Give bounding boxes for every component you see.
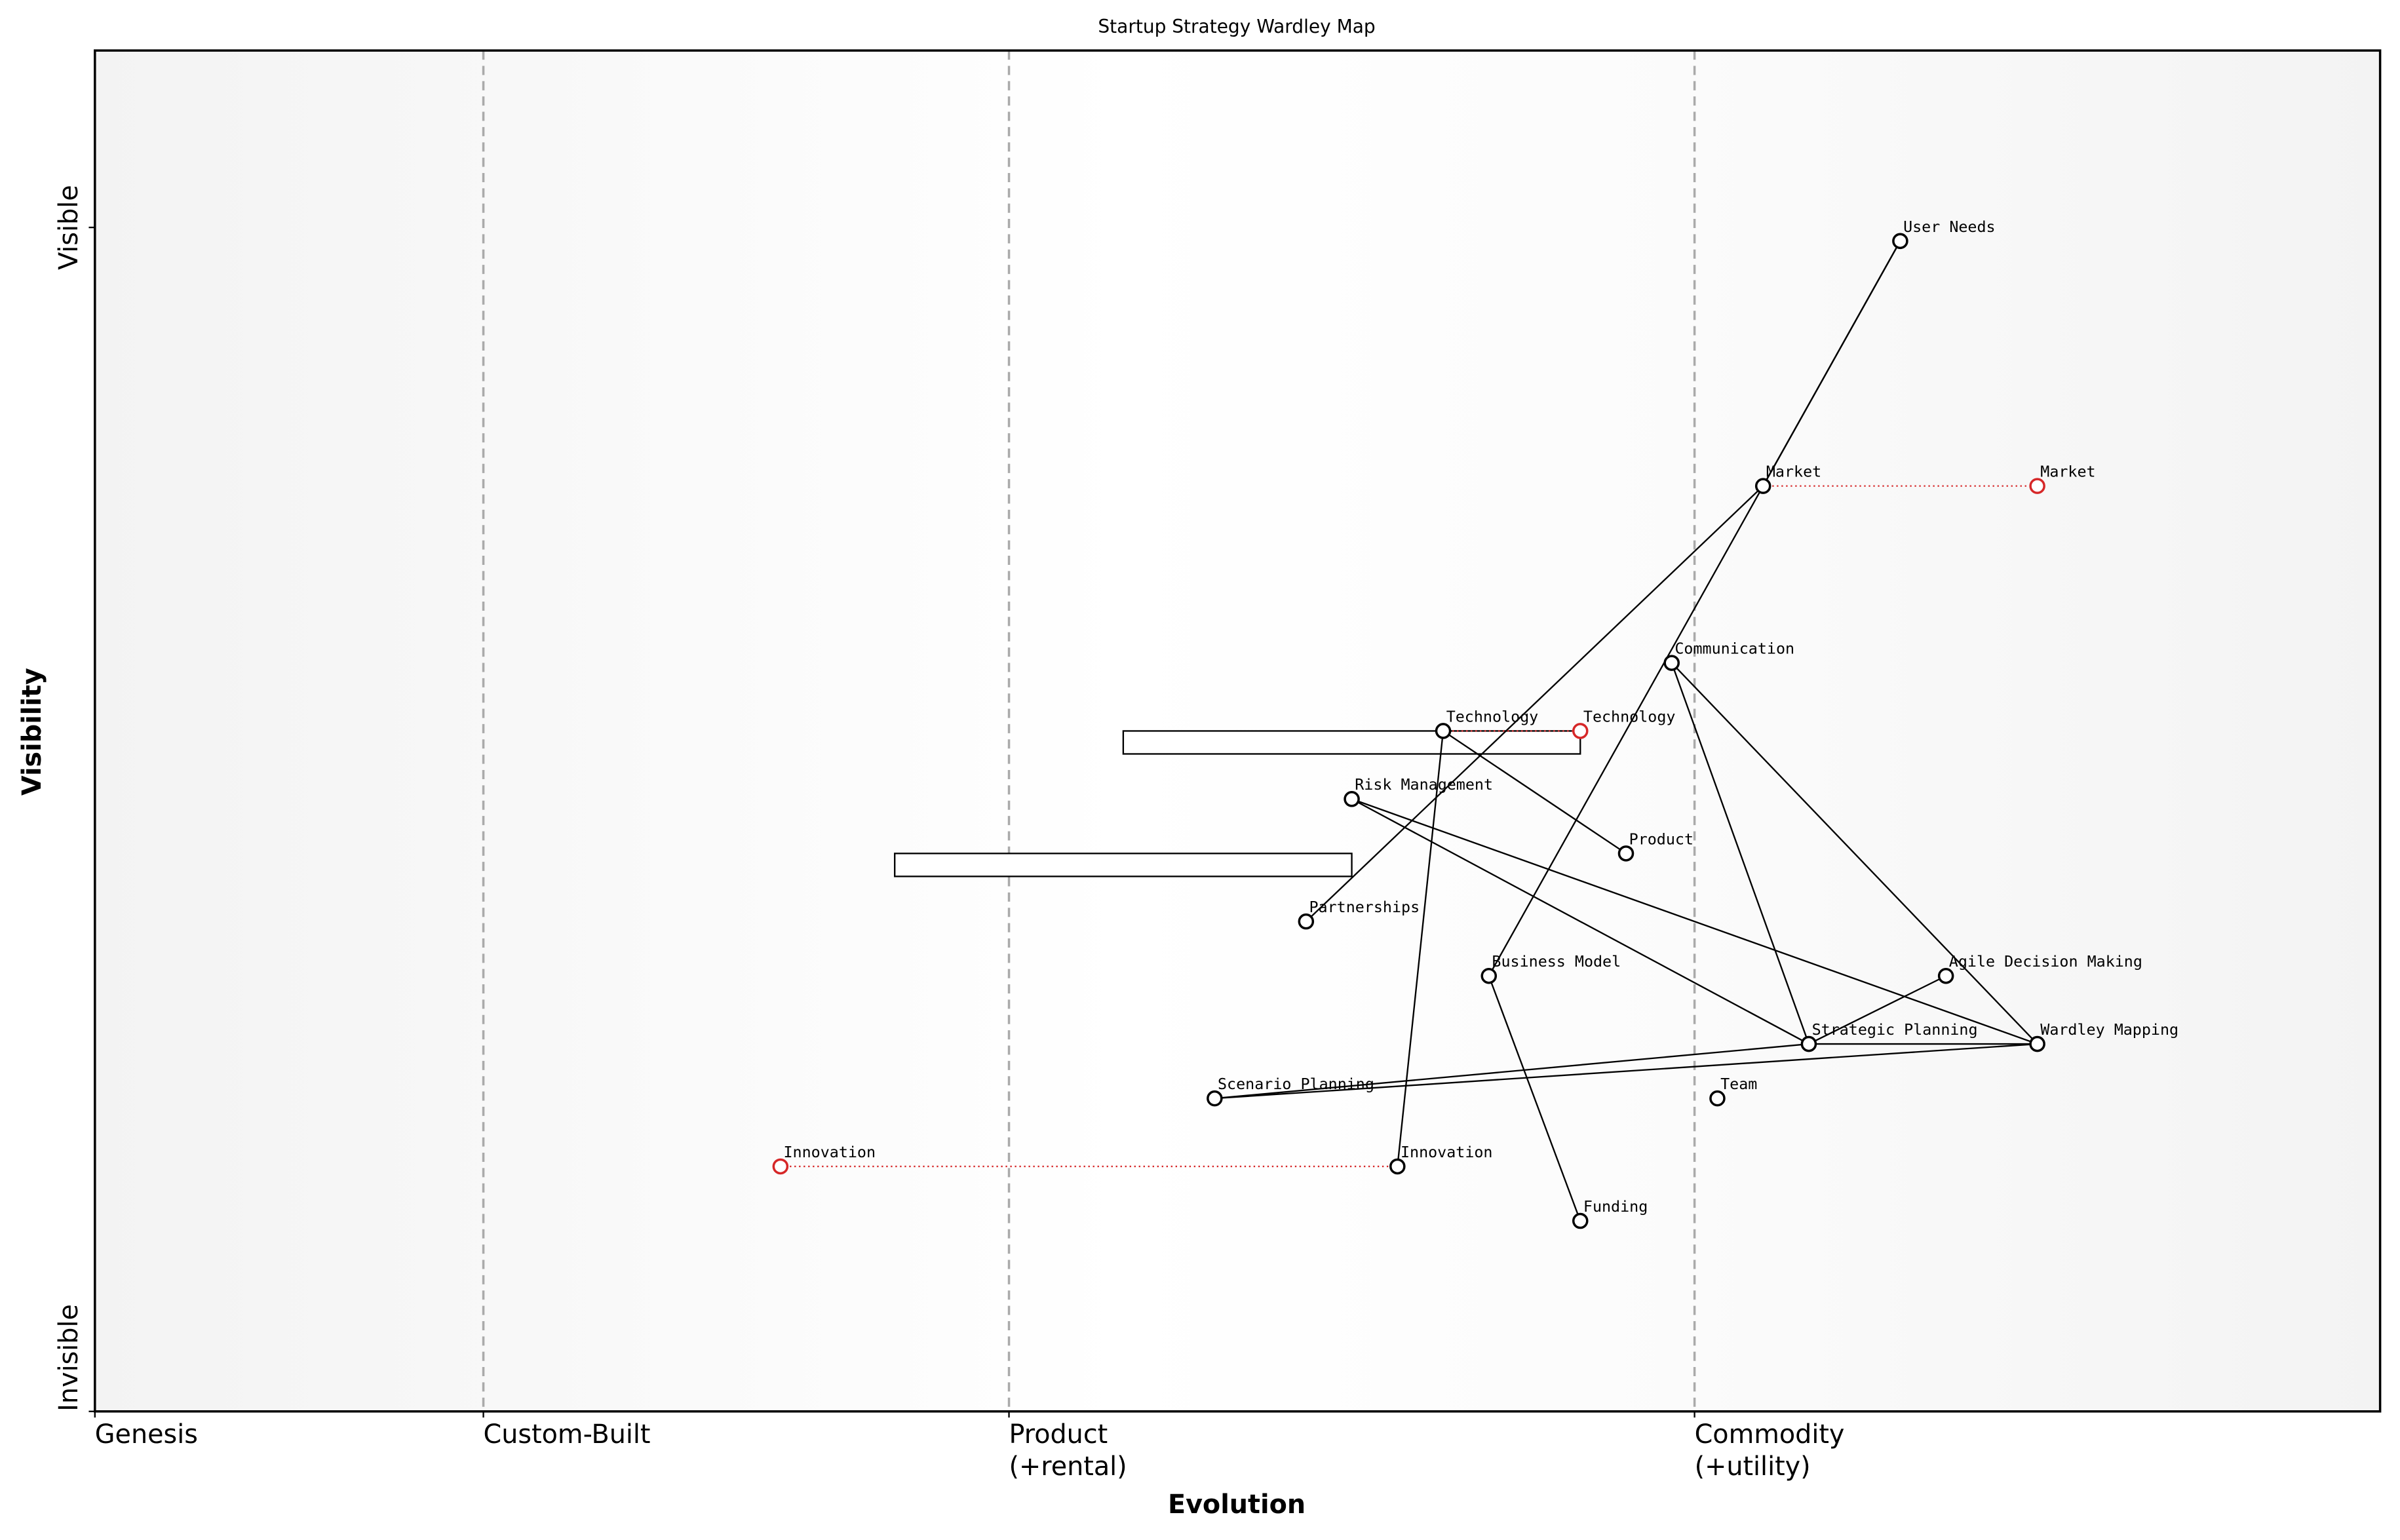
link [1351,798,1810,1045]
y-tick-label: Invisible [54,1304,84,1412]
component-marker [1389,1158,1406,1175]
evolved-label: Market [2040,463,2095,481]
component-marker [1754,478,1771,494]
component-label: Innovation [1401,1143,1493,1161]
link [1488,241,1901,976]
x-tick-label-line: Product [1009,1419,1108,1450]
link [1808,975,1946,1045]
pipeline [894,853,1353,877]
component-label: Business Model [1492,952,1621,971]
component-marker [1892,233,1908,250]
pipeline [1122,730,1581,755]
link [1442,730,1627,855]
component-marker [1435,723,1452,739]
link [1397,731,1444,1167]
link [1214,1043,2038,1100]
link [1488,975,1581,1222]
x-tick-label: Custom-Built [484,1419,651,1450]
y-tick-label: Visible [54,185,84,270]
evolved-marker [1572,723,1589,739]
x-tick-label-line: Commodity [1695,1419,1845,1450]
component-marker [1207,1090,1223,1107]
x-tick-label: Genesis [95,1419,198,1450]
x-axis-label: Evolution [1168,1490,1306,1520]
link [1306,485,1764,923]
x-tick-label: Product (+rental) [1009,1419,1127,1482]
component-label: Funding [1583,1197,1648,1216]
chart-title: Startup Strategy Wardley Map [1098,16,1375,37]
component-marker [1344,791,1360,807]
component-label: Scenario Planning [1218,1075,1374,1093]
component-label: Team [1720,1075,1757,1093]
component-label: Market [1766,463,1821,481]
component-label: Wardley Mapping [2040,1020,2178,1039]
link [1671,662,2038,1045]
x-tick-label-line: Genesis [95,1419,198,1450]
component-marker [1937,967,1954,984]
component-marker [1663,655,1680,671]
component-label: Strategic Planning [1812,1020,1978,1039]
x-tick-label: Commodity (+utility) [1695,1419,1845,1482]
x-tick-label-line: (+utility) [1695,1452,1811,1482]
y-axis-label: Visibility [17,668,47,796]
evolved-label: Technology [1583,707,1676,725]
component-marker [1572,1212,1589,1229]
component-label: Technology [1446,707,1539,725]
component-marker [2029,1035,2045,1052]
x-tick-label-line: (+rental) [1009,1452,1127,1482]
component-marker [1298,913,1315,930]
evolved-label: Innovation [784,1143,876,1161]
component-label: Risk Management [1355,775,1493,794]
component-marker [1481,967,1498,984]
x-tick-label-line: Custom-Built [484,1419,651,1450]
link [1214,1043,1810,1100]
evolved-marker [2029,478,2045,494]
component-marker [1617,845,1635,862]
component-marker [1800,1035,1817,1052]
component-label: Product [1629,830,1694,848]
link [1671,663,1810,1045]
plot-frame [94,49,2382,1413]
component-label: Agile Decision Making [1949,952,2142,971]
component-label: User Needs [1903,218,1996,236]
component-label: Communication [1674,640,1794,658]
component-marker [1709,1090,1726,1107]
component-label: Partnerships [1309,898,1420,916]
evolved-marker [772,1158,789,1175]
link [1351,798,2038,1045]
